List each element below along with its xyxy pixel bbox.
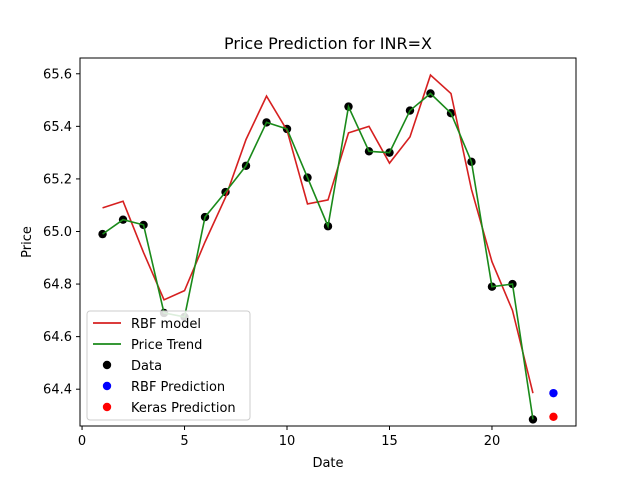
legend-rbf-prediction-label: RBF Prediction — [131, 380, 225, 395]
y-tick-label: 65.4 — [43, 120, 72, 135]
keras-prediction-point — [549, 412, 558, 421]
rbf-prediction-point — [549, 388, 558, 398]
y-tick-label: 65.6 — [43, 67, 72, 82]
y-tick-label: 65.0 — [43, 225, 72, 240]
legend-keras-prediction-label: Keras Prediction — [131, 401, 236, 416]
y-axis-label: Price — [20, 226, 35, 258]
legend-price-trend-label: Price Trend — [131, 338, 202, 353]
legend-rbf-prediction-swatch — [102, 381, 112, 391]
x-tick-label: 15 — [381, 434, 398, 449]
x-tick-label: 10 — [279, 434, 296, 449]
legend-data-swatch — [102, 360, 112, 370]
x-axis-label: Date — [312, 456, 343, 471]
x-tick-label: 0 — [78, 434, 86, 449]
legend-box — [86, 310, 251, 421]
x-tick-label: 5 — [180, 434, 188, 449]
legend-data-label: Data — [131, 359, 162, 374]
y-tick-label: 64.8 — [43, 278, 72, 293]
plot-frame — [79, 57, 577, 427]
y-tick-label: 65.2 — [43, 172, 72, 187]
legend-rbf-model-label: RBF model — [131, 317, 201, 332]
y-tick-label: 64.6 — [43, 330, 72, 345]
legend: RBF model Price Trend Data RBF Prediction Ke… — [86, 310, 251, 421]
legend-keras-prediction-swatch — [102, 402, 112, 412]
y-tick-label: 64.4 — [43, 383, 72, 398]
axes: 0 5 10 15 20 64.4 64.6 64.8 65.0 65.2 65.4 65.6 — [43, 67, 500, 449]
chart-title: Price Prediction for INR=X — [224, 34, 432, 53]
x-tick-label: 20 — [484, 434, 501, 449]
